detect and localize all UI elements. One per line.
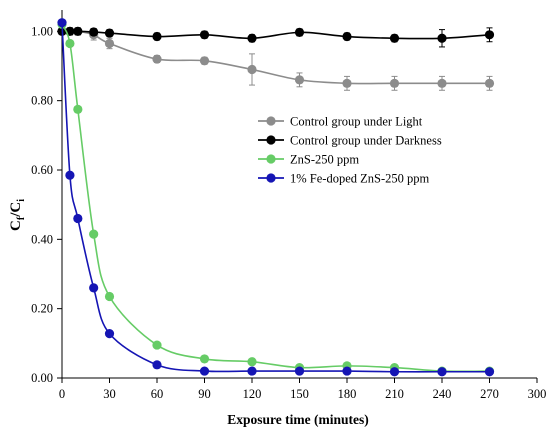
data-point [247,357,257,367]
data-point [484,367,495,377]
data-point [199,366,210,376]
data-point [89,229,99,239]
y-tick-label: 0.00 [31,371,53,385]
legend: Control group under Light Control group u… [258,115,442,186]
data-point [484,78,495,88]
data-point [247,366,257,376]
data-point [73,104,83,114]
data-point [294,366,305,376]
data-point [73,213,83,224]
data-point [104,38,115,49]
x-tick-label: 240 [433,387,452,401]
series-line [61,24,490,373]
series-layer [57,18,495,377]
series-4 [57,18,495,377]
x-tick-label: 0 [59,387,65,401]
data-point [437,367,447,377]
x-tick-label: 60 [151,387,164,401]
data-point [389,33,400,43]
data-point [199,354,210,364]
data-point [89,27,99,37]
legend-swatch-marker [266,116,276,126]
y-tick-label: 0.40 [31,232,53,246]
y-tick-label: 0.60 [31,163,53,177]
x-tick-label: 300 [528,387,547,401]
y-tick-label: 1.00 [31,24,53,38]
y-axis-title: Cf/Ci [8,199,27,231]
series-1 [57,26,495,91]
data-point [65,170,75,180]
x-axis-title: Exposure time (minutes) [227,412,369,427]
series-3 [57,19,495,376]
y-tick-label: 0.20 [31,302,53,316]
legend-label: 1% Fe-doped ZnS-250 ppm [290,172,429,186]
data-point [294,27,305,37]
axes: 0 30 60 90 120 150 180 210 240 270 300 0.00 0.20 0.40… [31,10,546,401]
data-point [152,54,162,64]
data-point [484,30,495,40]
data-point [437,33,447,43]
data-point [57,18,67,28]
data-point [89,283,99,293]
x-tick-label: 150 [290,387,309,401]
data-point [152,31,162,42]
data-point [73,26,83,36]
data-point [247,33,257,43]
data-point [199,30,210,40]
y-tick-label: 0.80 [31,94,53,108]
data-point [342,366,352,376]
series-2 [57,26,495,48]
data-point [389,367,400,377]
x-tick-label: 120 [243,387,262,401]
legend-swatch-marker [266,135,276,145]
data-point [199,56,210,66]
data-point [342,78,352,88]
data-point [65,38,75,49]
data-point [104,28,115,38]
legend-swatch-marker [266,173,276,183]
legend-label: ZnS-250 ppm [290,153,359,167]
data-point [294,75,305,85]
data-point [247,64,257,75]
data-point [152,360,162,370]
legend-swatch-marker [266,154,276,164]
series-line [62,30,490,40]
legend-label: Control group under Light [290,115,423,129]
x-tick-label: 180 [338,387,357,401]
x-tick-label: 270 [480,387,499,401]
data-point [104,329,115,339]
data-point [152,340,162,350]
data-point [342,31,352,42]
x-tick-label: 210 [385,387,404,401]
data-point [104,291,115,302]
x-tick-label: 30 [103,387,116,401]
data-point [389,78,400,88]
legend-label: Control group under Darkness [290,134,442,148]
x-tick-label: 90 [198,387,211,401]
data-point [437,78,447,88]
